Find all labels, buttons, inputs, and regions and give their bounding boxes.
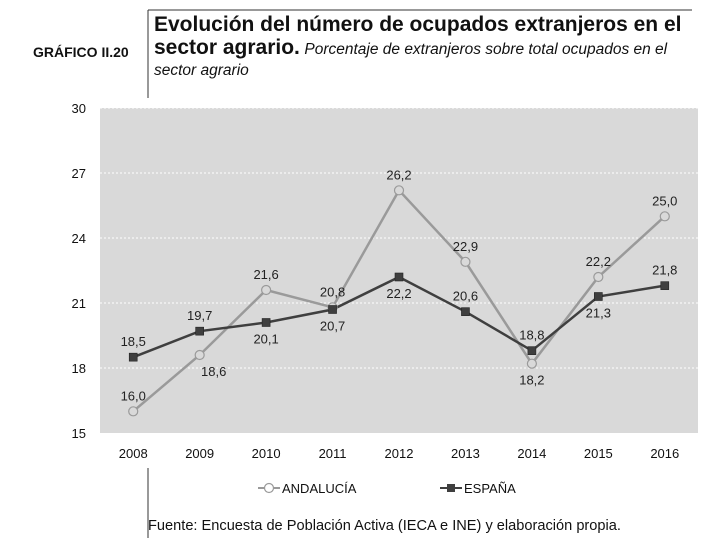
point xyxy=(394,272,404,282)
data-label: 16,0 xyxy=(121,388,146,403)
data-label: 18,6 xyxy=(201,364,226,379)
data-label: 20,7 xyxy=(320,319,345,334)
y-tick-label: 30 xyxy=(72,101,86,116)
point xyxy=(527,346,537,355)
point xyxy=(128,406,139,417)
x-tick-label: 2014 xyxy=(517,446,546,461)
data-label: 18,2 xyxy=(519,373,544,388)
title-box: Evolución del número de ocupados extranj… xyxy=(154,14,704,81)
point xyxy=(328,305,337,314)
data-label: 26,2 xyxy=(386,167,411,182)
data-label: 22,2 xyxy=(586,254,611,269)
point xyxy=(660,281,670,290)
chart-label: GRÁFICO II.20 xyxy=(33,44,129,60)
data-label: 22,2 xyxy=(386,286,411,301)
x-tick-label: 2015 xyxy=(584,446,613,461)
y-tick-label: 21 xyxy=(72,296,86,311)
x-tick-label: 2010 xyxy=(252,446,281,461)
point xyxy=(128,352,138,362)
x-tick-label: 2011 xyxy=(319,446,347,461)
point xyxy=(659,211,670,222)
point xyxy=(526,358,537,369)
data-label: 20,8 xyxy=(320,284,345,299)
x-tick-label: 2008 xyxy=(119,446,148,461)
data-label: 21,3 xyxy=(586,306,611,321)
point xyxy=(194,349,205,361)
x-tick-label: 2016 xyxy=(650,446,679,461)
x-tick-label: 2009 xyxy=(185,446,214,461)
point xyxy=(393,185,405,196)
point xyxy=(261,284,272,296)
legend-marker xyxy=(447,484,455,492)
data-label: 19,7 xyxy=(187,308,212,323)
x-tick-label: 2012 xyxy=(385,446,414,461)
data-label: 22,9 xyxy=(453,239,478,254)
y-tick-label: 15 xyxy=(72,426,86,441)
data-label: 21,6 xyxy=(253,267,278,282)
point xyxy=(461,307,470,316)
point xyxy=(261,318,271,327)
source: Fuente: Encuesta de Población Activa (IE… xyxy=(148,518,621,534)
y-tick-label: 18 xyxy=(72,361,86,376)
legend-marker xyxy=(263,482,275,494)
data-label: 20,6 xyxy=(453,289,478,304)
legend-label: ANDALUCÍA xyxy=(282,481,357,496)
point xyxy=(594,292,603,301)
point xyxy=(460,256,471,267)
y-tick-label: 27 xyxy=(72,166,86,181)
point xyxy=(195,326,204,336)
data-label: 21,8 xyxy=(652,263,677,278)
chart-subtitle: Porcentaje de extranjeros sobre total oc… xyxy=(154,41,668,79)
legend-label: ESPAÑA xyxy=(464,481,516,496)
data-label: 20,1 xyxy=(253,332,278,347)
plot-area xyxy=(100,108,698,433)
y-tick-label: 24 xyxy=(72,231,86,246)
data-label: 18,8 xyxy=(519,328,544,343)
chart-title: Evolución del número de ocupados extranj… xyxy=(154,14,682,59)
x-tick-label: 2013 xyxy=(451,446,480,461)
data-label: 25,0 xyxy=(652,193,677,208)
point xyxy=(593,271,604,283)
data-label: 18,5 xyxy=(121,334,146,349)
title-block: Evolución del número de ocupados extranj… xyxy=(154,14,704,81)
